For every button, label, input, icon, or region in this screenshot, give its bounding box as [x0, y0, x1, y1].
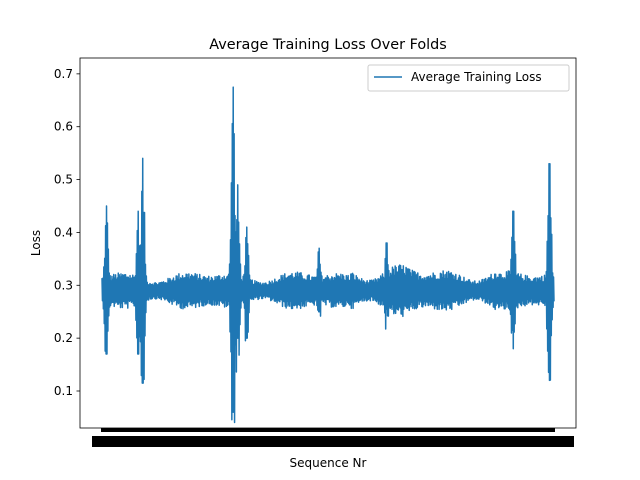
y-tick-label: 0.6: [54, 120, 73, 134]
x-axis: [92, 428, 574, 447]
series-group: [101, 86, 555, 424]
y-axis-label: Loss: [29, 230, 43, 256]
y-tick-label: 0.3: [54, 278, 73, 292]
y-tick-label: 0.2: [54, 331, 73, 345]
plot-frame: [79, 57, 577, 429]
legend: Average Training Loss: [367, 64, 570, 92]
y-axis: 0.1 0.2 0.3 0.4 0.5 0.6 0.7: [54, 67, 80, 398]
y-tick-label: 0.7: [54, 67, 73, 81]
y-tick-label: 0.1: [54, 384, 73, 398]
plot-area: [80, 58, 576, 428]
legend-box: [367, 64, 570, 92]
legend-label: Average Training Loss: [411, 70, 542, 84]
y-tick-label: 0.4: [54, 225, 73, 239]
x-axis-label: Sequence Nr: [290, 456, 367, 470]
x-tick-labels-dense: [92, 436, 574, 447]
series-line-average-training-loss: [101, 86, 555, 424]
chart-title: Average Training Loss Over Folds: [209, 37, 447, 53]
y-tick-label: 0.5: [54, 173, 73, 187]
x-ticks-dense: [101, 428, 555, 432]
